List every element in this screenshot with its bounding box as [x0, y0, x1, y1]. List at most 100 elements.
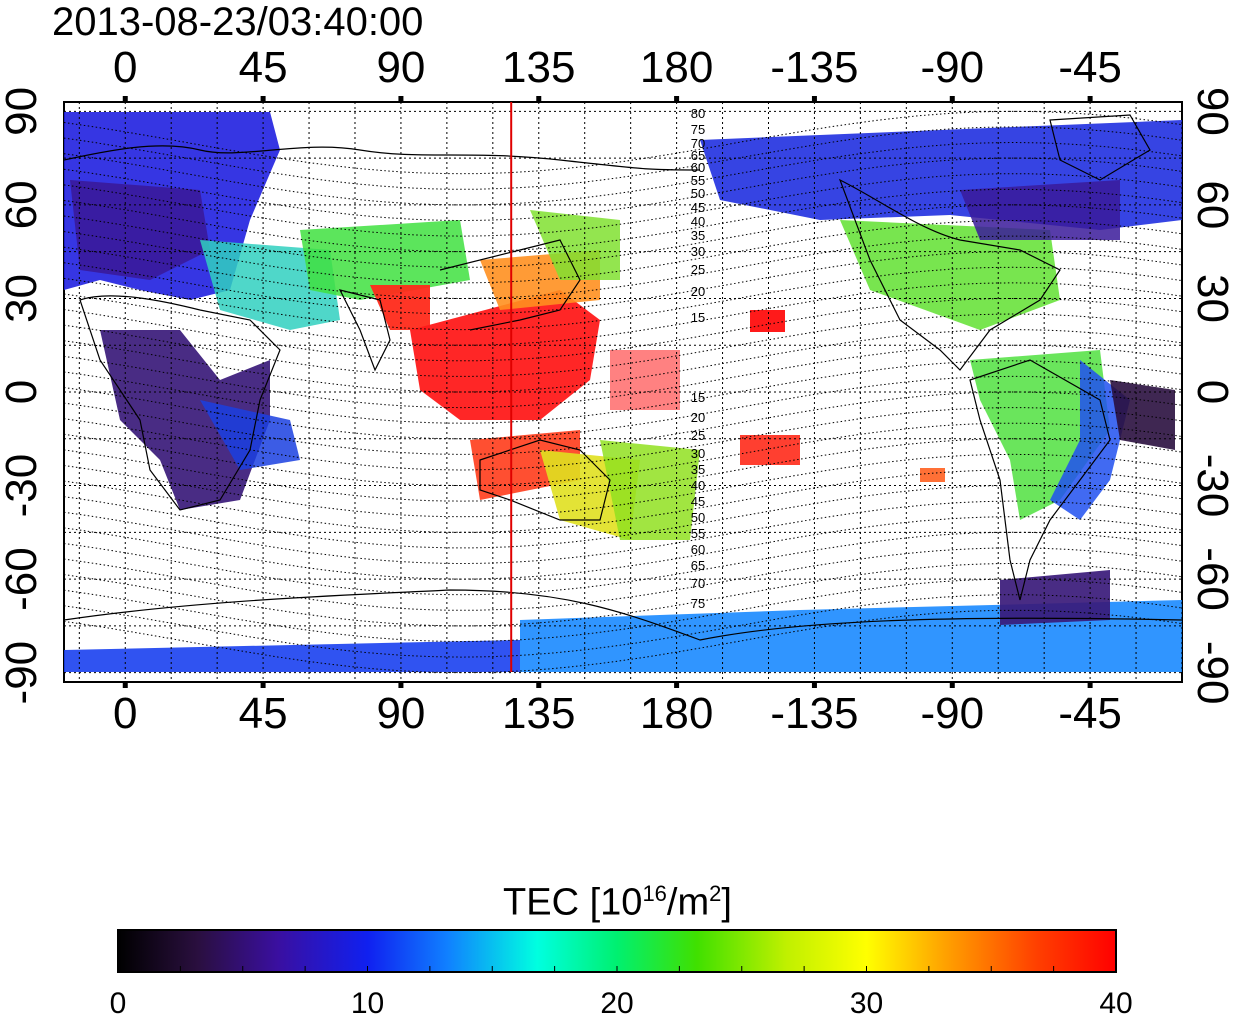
- mlat-contour: [64, 500, 1182, 565]
- contour-label: 75: [691, 596, 705, 611]
- mlat-contour: [64, 484, 1182, 549]
- bottom-lon-label: -45: [1058, 689, 1122, 738]
- map-timestamp-title: 2013-08-23/03:40:00: [52, 0, 424, 44]
- mlat-contour: [64, 422, 1182, 487]
- coastline-eurasia: [64, 145, 701, 171]
- mlat-contour: [64, 516, 1182, 580]
- coastline-india: [338, 289, 391, 372]
- mlat-contour: [64, 110, 1182, 175]
- left-lat-label: 0: [0, 380, 46, 404]
- coastline-australia: [479, 439, 611, 521]
- contour-label: 60: [691, 160, 705, 175]
- coastlines: [64, 114, 1182, 641]
- mlat-contour: [64, 375, 1182, 440]
- contour-label: 45: [691, 200, 705, 215]
- mlat-contour: [64, 562, 1182, 627]
- colorbar-label: 10: [350, 987, 385, 1020]
- magnetic-latitude-contours: [64, 110, 1182, 674]
- contour-label: 55: [691, 173, 705, 188]
- bottom-lon-label: 180: [640, 689, 713, 738]
- coastline-antarctica: [64, 589, 1182, 641]
- top-lon-label: -135: [770, 43, 858, 92]
- contour-label: 35: [691, 462, 705, 477]
- contour-label: 70: [691, 576, 705, 591]
- contour-label: 45: [691, 494, 705, 509]
- left-latitude-labels: 90 60 30 0 -30 -60 -90: [0, 87, 46, 705]
- bottom-lon-label: -90: [920, 689, 984, 738]
- mlat-contour: [64, 531, 1182, 596]
- bottom-lon-label: -135: [770, 689, 858, 738]
- mlat-contour: [64, 594, 1182, 658]
- colorbar-label: 40: [1099, 987, 1133, 1020]
- contour-label: 40: [691, 478, 705, 493]
- tec-region-japan-green: [530, 210, 620, 280]
- top-lon-label: 135: [502, 43, 575, 92]
- tec-region-south-america-blue: [1050, 360, 1130, 520]
- coastline-asia-east: [439, 239, 581, 331]
- contour-label: 80: [691, 106, 705, 121]
- bottom-lon-label: 45: [239, 689, 288, 738]
- tec-patch: [610, 350, 680, 410]
- colorbar-tick-marks: [117, 966, 1117, 972]
- tec-region-south-atlantic-dark: [1000, 570, 1110, 625]
- coastline-greenland: [1049, 114, 1151, 181]
- mlat-contour: [64, 282, 1182, 346]
- mlat-contour: [64, 344, 1182, 409]
- mlat-contour: [64, 235, 1182, 300]
- mlat-contour: [64, 157, 1182, 222]
- mlat-contour: [64, 126, 1182, 190]
- top-lon-label: 0: [113, 43, 137, 92]
- right-lat-label: 60: [1188, 180, 1235, 229]
- contour-label: 50: [691, 510, 705, 525]
- right-lat-label: 90: [1188, 87, 1235, 136]
- mlat-contour: [64, 188, 1182, 253]
- magnetic-latitude-contour-labels: 8075706560555045403530252015152025303540…: [691, 106, 705, 611]
- mlat-contour: [64, 547, 1182, 611]
- coastline-south-america: [969, 359, 1111, 601]
- mlat-contour: [64, 329, 1182, 393]
- contour-label: 60: [691, 542, 705, 557]
- mlat-contour: [64, 469, 1182, 533]
- mlat-contour: [64, 297, 1182, 362]
- tec-region-africa-dark: [100, 330, 270, 510]
- mlat-contour: [64, 609, 1182, 674]
- mlat-contour: [64, 438, 1182, 502]
- mlat-contour: [64, 360, 1182, 424]
- right-lat-label: -60: [1188, 547, 1235, 611]
- right-lat-label: -90: [1188, 641, 1235, 705]
- mlat-contour: [64, 173, 1182, 237]
- tec-region-south-atlantic-east-dark: [1110, 380, 1175, 450]
- contour-label: 65: [691, 558, 705, 573]
- contour-label: 25: [691, 428, 705, 443]
- contour-label: 55: [691, 526, 705, 541]
- contour-label: 25: [691, 262, 705, 277]
- contour-label: 40: [691, 214, 705, 229]
- bottom-longitude-labels: 0 45 90 135 180 -135 -90 -45: [113, 689, 1122, 738]
- mlat-contour: [64, 313, 1182, 377]
- contour-label: 30: [691, 446, 705, 461]
- top-lon-label: -90: [920, 43, 984, 92]
- right-lat-label: 30: [1188, 274, 1235, 323]
- tec-region-canada-dark: [960, 180, 1120, 240]
- top-lon-label: 180: [640, 43, 713, 92]
- contour-label: 35: [691, 228, 705, 243]
- contour-label: 70: [691, 136, 705, 151]
- bottom-lon-label: 0: [113, 689, 137, 738]
- mlat-contour: [64, 391, 1182, 455]
- top-lon-label: -45: [1058, 43, 1122, 92]
- left-lat-label: -90: [0, 641, 46, 705]
- colorbar-gradient: [117, 929, 1117, 973]
- tec-patch: [740, 435, 800, 465]
- contour-label: 65: [691, 148, 705, 163]
- tec-patch: [750, 310, 785, 332]
- colorbar-label: 20: [600, 987, 634, 1020]
- bottom-lon-label: 135: [502, 689, 575, 738]
- axis-tick-marks: [122, 96, 1093, 688]
- left-lat-label: 90: [0, 87, 46, 136]
- mlat-contour: [64, 219, 1182, 284]
- top-lon-label: 45: [239, 43, 288, 92]
- mlat-contour: [64, 251, 1182, 315]
- tec-region-africa-blue: [200, 400, 300, 470]
- left-lat-label: 30: [0, 274, 46, 323]
